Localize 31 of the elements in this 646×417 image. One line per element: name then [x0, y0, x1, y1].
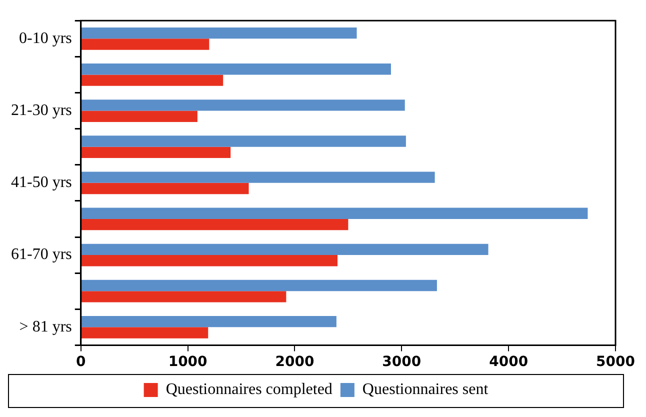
legend-label: Questionnaires sent	[362, 381, 489, 398]
bar	[81, 316, 336, 328]
x-tick-label: 3000	[382, 354, 422, 370]
bar	[81, 110, 198, 122]
x-tick-label: 0	[76, 354, 86, 370]
y-tick-label: > 81 yrs	[19, 318, 72, 336]
bar	[81, 74, 224, 86]
x-tick-label: 1000	[168, 354, 208, 370]
bar	[81, 38, 210, 50]
bar	[81, 182, 249, 194]
bar	[81, 255, 338, 266]
bar	[81, 208, 588, 219]
bar	[81, 280, 437, 292]
bar	[81, 146, 231, 158]
y-tick-label: 61-70 yrs	[10, 246, 72, 264]
bar	[81, 64, 391, 75]
bar	[81, 327, 208, 338]
bar	[81, 218, 348, 230]
x-tick-label: 4000	[489, 354, 528, 370]
bar	[81, 244, 488, 256]
y-tick-label: 21-30 yrs	[10, 102, 72, 119]
bar	[81, 27, 357, 39]
x-tick-label: 2000	[275, 354, 314, 370]
bar	[81, 291, 286, 302]
bar	[81, 136, 406, 147]
legend-label: Questionnaires completed	[166, 381, 332, 398]
y-tick-label: 0-10 yrs	[18, 30, 72, 47]
y-tick-label: 41-50 yrs	[10, 174, 72, 192]
x-tick-label: 5000	[596, 354, 636, 370]
bar	[81, 172, 435, 183]
bar	[81, 100, 405, 111]
